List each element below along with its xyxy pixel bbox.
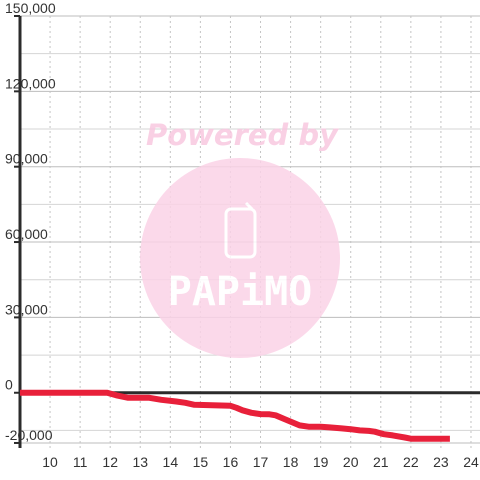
- x-tick-label: 11: [73, 454, 88, 470]
- watermark-brand-text: PAPiMO: [168, 269, 313, 315]
- y-tick-label: 120,000: [5, 75, 56, 91]
- x-tick-label: 12: [102, 454, 118, 470]
- x-tick-label: 16: [223, 454, 239, 470]
- series-line-1: [20, 389, 450, 442]
- y-tick-label: 150,000: [5, 0, 56, 16]
- x-tick-label: 19: [313, 454, 329, 470]
- x-tick-label: 21: [373, 454, 389, 470]
- y-tick-label: 60,000: [5, 226, 48, 242]
- x-tick-label: 17: [253, 454, 269, 470]
- x-tick-label: 10: [42, 454, 58, 470]
- x-tick-label: 22: [403, 454, 419, 470]
- y-tick-label: 30,000: [5, 301, 48, 317]
- x-tick-label: 20: [343, 454, 359, 470]
- y-tick-label: 0: [5, 377, 13, 393]
- watermark: Powered by PAPiMO: [140, 118, 340, 358]
- y-tick-label: 90,000: [5, 151, 48, 167]
- y-tick-label: -20,000: [5, 427, 53, 443]
- watermark-powered-by-text: Powered by: [146, 118, 339, 152]
- series-group: [20, 389, 450, 442]
- tick-labels: -20,000 0 30,000 60,000 90,000 120,000 150,000…: [5, 0, 479, 470]
- x-tick-label: 24: [463, 454, 479, 470]
- x-tick-label: 23: [433, 454, 449, 470]
- phone-icon: [224, 201, 257, 259]
- x-tick-label: 15: [193, 454, 209, 470]
- x-tick-label: 14: [163, 454, 179, 470]
- x-tick-label: 18: [283, 454, 299, 470]
- x-tick-label: 13: [132, 454, 148, 470]
